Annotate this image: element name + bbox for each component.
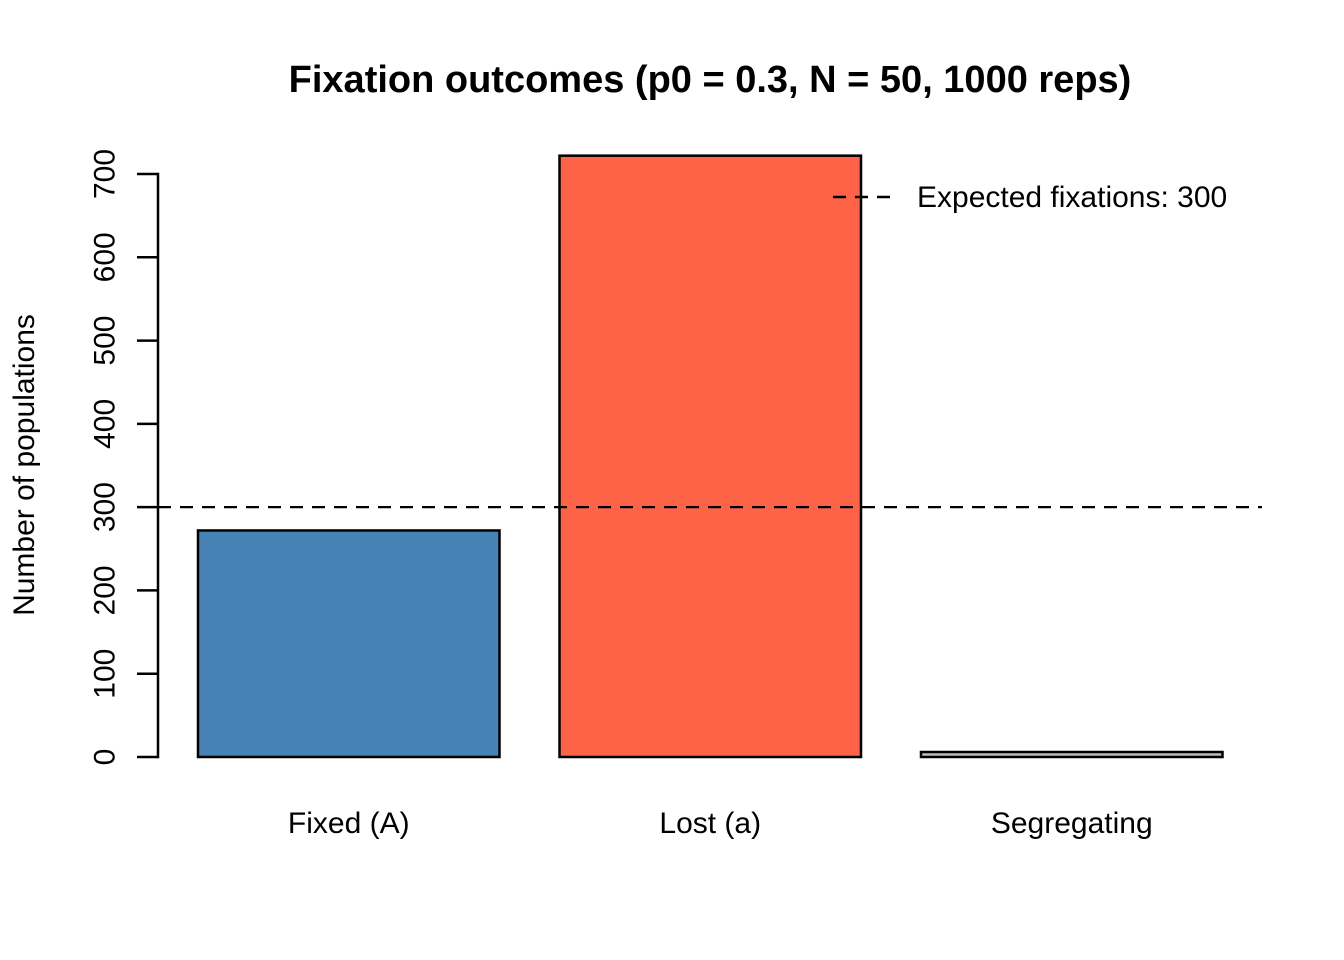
x-axis-labels: Fixed (A) Lost (a) Segregating [288,807,1153,840]
y-tick-label-400: 400 [89,399,122,449]
legend: Expected fixations: 300 [833,181,1227,214]
legend-entry-label: Expected fixations: 300 [917,181,1227,214]
bar-lost-a [558,154,863,759]
chart-title: Fixation outcomes (p0 = 0.3, N = 50, 100… [289,59,1132,101]
y-tick-label-700: 700 [89,149,122,199]
bars [196,154,1224,759]
y-tick-label-500: 500 [89,316,122,366]
x-category-label-segregating: Segregating [991,807,1153,840]
y-tick-label-600: 600 [89,232,122,282]
bar-fixed-a [196,529,501,759]
x-category-label-lost-a: Lost (a) [659,807,761,840]
y-tick-label-100: 100 [89,649,122,699]
y-tick-label-300: 300 [88,482,121,532]
y-axis-label: Number of populations [8,314,41,616]
bar-segregating [919,750,1224,759]
x-category-label-fixed-a: Fixed (A) [288,807,410,840]
y-tick-label-0: 0 [89,749,122,766]
y-tick-label-200: 200 [89,565,122,615]
y-axis: 0 100 200 300 400 500 600 700 [88,149,160,766]
